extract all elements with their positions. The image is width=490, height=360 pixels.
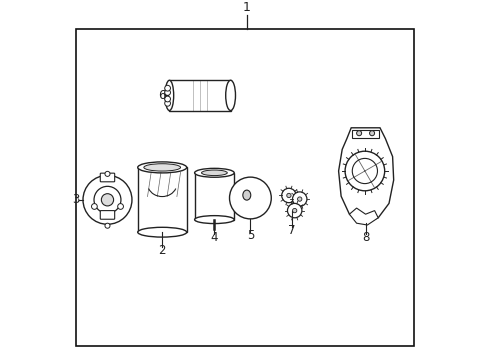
Circle shape — [293, 208, 297, 213]
Text: 7: 7 — [288, 224, 295, 237]
Ellipse shape — [138, 227, 187, 237]
FancyBboxPatch shape — [100, 173, 115, 182]
Ellipse shape — [226, 80, 236, 111]
Circle shape — [105, 171, 110, 176]
Text: 2: 2 — [158, 244, 166, 257]
Circle shape — [293, 192, 307, 206]
Circle shape — [369, 131, 374, 136]
Polygon shape — [339, 128, 393, 223]
Circle shape — [118, 204, 123, 210]
Bar — [170, 80, 231, 111]
Ellipse shape — [201, 170, 227, 176]
Text: 6: 6 — [158, 89, 165, 102]
Ellipse shape — [195, 168, 234, 177]
Ellipse shape — [138, 162, 187, 173]
Circle shape — [357, 131, 362, 136]
Text: 4: 4 — [211, 231, 218, 244]
Bar — [76, 29, 414, 346]
Circle shape — [101, 194, 114, 206]
Circle shape — [83, 175, 132, 224]
Bar — [195, 173, 234, 220]
FancyBboxPatch shape — [100, 211, 115, 219]
Circle shape — [165, 96, 171, 102]
Ellipse shape — [195, 216, 234, 224]
Ellipse shape — [165, 80, 173, 111]
Circle shape — [105, 223, 110, 228]
Circle shape — [287, 193, 291, 198]
Circle shape — [229, 177, 271, 219]
Circle shape — [288, 203, 302, 218]
Ellipse shape — [243, 190, 251, 200]
Bar — [352, 130, 379, 138]
Text: 5: 5 — [246, 229, 254, 242]
Text: 1: 1 — [243, 1, 251, 14]
Circle shape — [282, 188, 296, 203]
Text: 8: 8 — [362, 231, 369, 244]
Circle shape — [165, 90, 171, 95]
Circle shape — [165, 85, 171, 91]
Bar — [138, 167, 187, 232]
Ellipse shape — [144, 164, 180, 171]
Polygon shape — [349, 208, 378, 225]
Text: 3: 3 — [72, 193, 79, 206]
Circle shape — [297, 197, 302, 201]
Circle shape — [165, 100, 171, 106]
Circle shape — [92, 204, 98, 210]
